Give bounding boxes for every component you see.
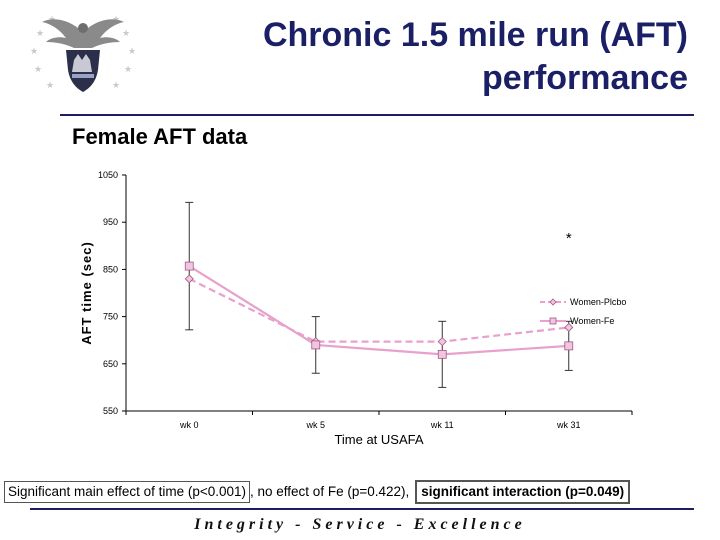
series-line-0: [188, 277, 569, 343]
series-line-1: [188, 265, 569, 356]
page-title-line1: Chronic 1.5 mile run (AFT): [262, 16, 688, 54]
footnote-interaction: significant interaction (p=0.049): [415, 480, 631, 504]
y-tick-label: 950: [103, 217, 118, 227]
footer-divider: [30, 508, 694, 510]
y-tick-label: 550: [103, 406, 118, 416]
x-axis-label: Time at USAFA: [334, 432, 423, 447]
page-title: Chronic 1.5 mile run (AFT) performance: [168, 14, 688, 100]
svg-text:★: ★: [34, 65, 42, 75]
x-tick-label: wk 11: [430, 420, 454, 430]
y-tick-label: 1050: [98, 170, 118, 180]
significance-marker: *: [566, 230, 572, 247]
annotation-group: *: [566, 230, 572, 247]
legend: Women-Plcbo Women-Fe: [540, 297, 626, 326]
data-point-square: [437, 349, 447, 359]
legend-label: Women-Fe: [570, 316, 614, 326]
data-point-diamond: [564, 322, 574, 333]
svg-text:★: ★: [30, 47, 38, 57]
marker-group: [184, 261, 574, 359]
data-point-square: [311, 340, 321, 350]
series-line-group: [188, 265, 569, 356]
footnote-time-effect: Significant main effect of time (p<0.001…: [4, 481, 251, 503]
x-tick-label: wk 5: [305, 420, 325, 430]
legend-label: Women-Plcbo: [570, 297, 626, 307]
aft-run-chart: 1050 950 850 750 650 550 wk 0 wk 5 wk 11 wk 31 W…: [79, 170, 633, 447]
x-tick-label: wk 31: [556, 420, 581, 430]
title-divider: [60, 114, 694, 116]
page-title-line2: performance: [482, 59, 688, 97]
y-axis-label: AFT time (sec): [79, 241, 94, 345]
data-point-square: [184, 261, 194, 271]
chart-subtitle: Female AFT data: [72, 124, 248, 149]
data-point-diamond: [437, 337, 447, 347]
y-tick-label: 650: [103, 359, 118, 369]
svg-text:★: ★: [124, 65, 132, 75]
svg-text:★: ★: [36, 29, 44, 39]
data-point-diamond: [184, 274, 194, 284]
footer-motto: Integrity - Service - Excellence: [194, 516, 526, 533]
y-tick-group: 1050 950 850 750 650 550: [98, 170, 126, 416]
svg-text:★: ★: [128, 47, 136, 57]
footnote-fe-effect: , no effect of Fe (p=0.422),: [250, 484, 410, 499]
x-tick-label: wk 0: [179, 420, 199, 430]
svg-text:★: ★: [112, 81, 120, 91]
svg-text:★: ★: [46, 81, 54, 91]
statistics-footnote: Significant main effect of time (p<0.001…: [4, 480, 704, 504]
y-tick-label: 750: [103, 312, 118, 322]
svg-text:★: ★: [122, 29, 130, 39]
y-tick-label: 850: [103, 264, 118, 274]
usafa-eagle-seal-icon: ★★★★ ★★★★ ★★: [30, 15, 136, 92]
x-tick-group: wk 0 wk 5 wk 11 wk 31: [125, 411, 633, 430]
error-bar-group: [185, 201, 573, 388]
data-point-square: [564, 341, 574, 351]
legend-marker: [549, 317, 557, 325]
legend-marker: [549, 298, 557, 306]
